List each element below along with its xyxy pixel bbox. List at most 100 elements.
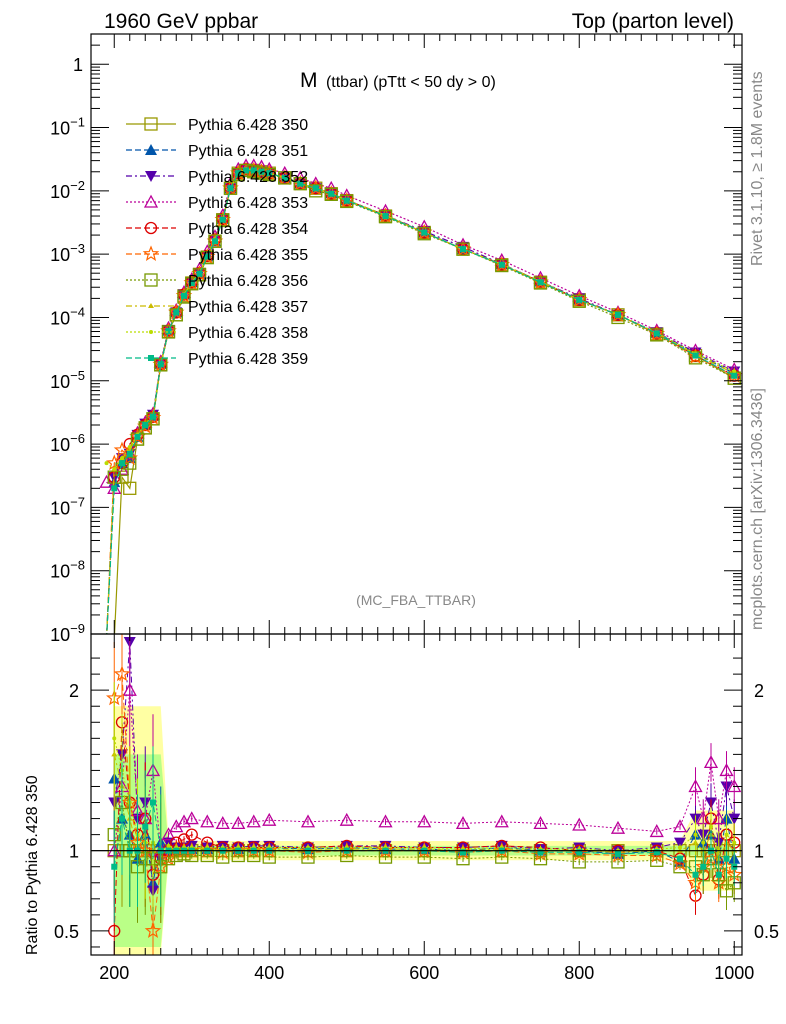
ratio-data-point (674, 837, 686, 849)
ratio-data-point (678, 845, 682, 850)
main-data-point (382, 213, 389, 220)
ratio-data-point (610, 820, 626, 834)
ratio-series-line (113, 738, 735, 853)
analysis-tag: (MC_FBA_TTBAR) (356, 592, 476, 608)
ratio-data-point (701, 840, 706, 845)
ratio-data-point (231, 816, 246, 830)
main-data-point (169, 308, 183, 322)
main-data-point (154, 358, 168, 372)
legend-label: Pythia 6.428 356 (188, 273, 308, 290)
main-data-point (144, 409, 162, 425)
main-data-point (650, 328, 664, 342)
ratio-data-point (693, 832, 698, 837)
x-tick-label: 800 (564, 963, 594, 983)
legend-marker (144, 117, 158, 131)
main-data-point (312, 185, 319, 192)
main-data-point (212, 238, 218, 245)
ratio-data-point (246, 814, 261, 828)
ratio-data-point (615, 850, 621, 857)
main-data-point (731, 372, 738, 379)
main-data-point (185, 277, 199, 291)
main-data-point (572, 294, 586, 308)
ratio-data-point (184, 811, 199, 825)
legend-label: Pythia 6.428 359 (188, 351, 308, 368)
legend-entry: Pythia 6.428 357 (126, 299, 308, 316)
main-series-line (106, 165, 735, 490)
main-data-point (227, 185, 234, 192)
ratio-data-point (719, 884, 734, 898)
ratio-uncertainty-band (114, 706, 735, 955)
ratio-data-point (200, 814, 215, 828)
main-data-point (173, 309, 180, 316)
y-tick-label: 1 (73, 55, 83, 75)
ratio-data-point (715, 871, 722, 878)
main-data-point (278, 171, 292, 185)
main-data-point (687, 348, 704, 364)
main-data-point (129, 428, 146, 444)
ratio-data-point (688, 779, 703, 793)
ratio-data-point (732, 840, 737, 845)
main-data-point (188, 280, 195, 287)
legend-entry: Pythia 6.428 350 (126, 117, 308, 134)
legend-label: Pythia 6.428 350 (188, 117, 308, 134)
main-data-point (460, 246, 466, 253)
main-data-point (576, 296, 583, 303)
ratio-data-point (724, 832, 729, 837)
main-data-point (196, 270, 203, 277)
ratio-series-9 (112, 682, 737, 907)
ratio-data-point (417, 814, 432, 828)
legend-marker (148, 303, 154, 308)
ratio-data-point (339, 812, 354, 826)
main-data-point (615, 311, 621, 318)
ratio-series-line (113, 802, 735, 877)
main-data-point (653, 330, 660, 337)
legend-entry: Pythia 6.428 356 (126, 273, 308, 290)
energy-label: 1960 GeV ppbar (104, 10, 258, 33)
main-data-point (134, 433, 141, 440)
legend-label: Pythia 6.428 353 (188, 195, 308, 212)
legend-entry: Pythia 6.428 354 (126, 221, 308, 238)
main-data-point (123, 481, 137, 495)
main-data-point (120, 456, 124, 461)
legend-marker (145, 171, 157, 182)
legend-marker (142, 245, 160, 262)
ratio-data-point (378, 814, 393, 828)
ratio-series-4 (107, 634, 742, 907)
main-data-point (157, 361, 164, 368)
ratio-data-point (119, 815, 125, 822)
legend-marker (143, 194, 159, 208)
ratio-data-point (537, 849, 544, 856)
ratio-data-point (672, 819, 688, 833)
ratio-data-point (142, 823, 149, 830)
main-data-point (250, 167, 257, 174)
main-data-point (324, 187, 338, 201)
x-tick-label: 1000 (714, 963, 754, 983)
main-data-point (214, 211, 232, 227)
main-data-point (175, 287, 193, 303)
main-data-point (111, 485, 118, 492)
legend-marker (148, 355, 154, 361)
plot-title-main: M (300, 69, 318, 92)
ratio-series-line (113, 722, 735, 931)
x-tick-label: 400 (254, 963, 284, 983)
main-data-point (204, 253, 211, 260)
plot-title: M (ttbar) (pTtt < 50 dy > 0) (300, 69, 496, 92)
main-data-point (692, 352, 699, 359)
ratio-data-point (576, 849, 583, 856)
ratio-data-point (677, 855, 683, 862)
main-data-point (208, 234, 222, 248)
y-tick-label: 10−8 (50, 558, 85, 582)
main-series-line (106, 169, 735, 634)
ratio-y-tick-label-right: 1 (754, 842, 764, 862)
main-data-point (533, 276, 548, 290)
legend: Pythia 6.428 350 Pythia 6.428 351 Pythia 6… (126, 117, 308, 368)
ratio-data-point (185, 828, 198, 841)
legend-entry: Pythia 6.428 352 (126, 169, 308, 186)
y-tick-label: 10−9 (50, 621, 85, 645)
ratio-series-7 (107, 746, 741, 923)
main-data-point (340, 194, 354, 209)
main-data-point (456, 242, 470, 256)
main-data-point (142, 422, 149, 429)
main-data-point (199, 248, 216, 264)
